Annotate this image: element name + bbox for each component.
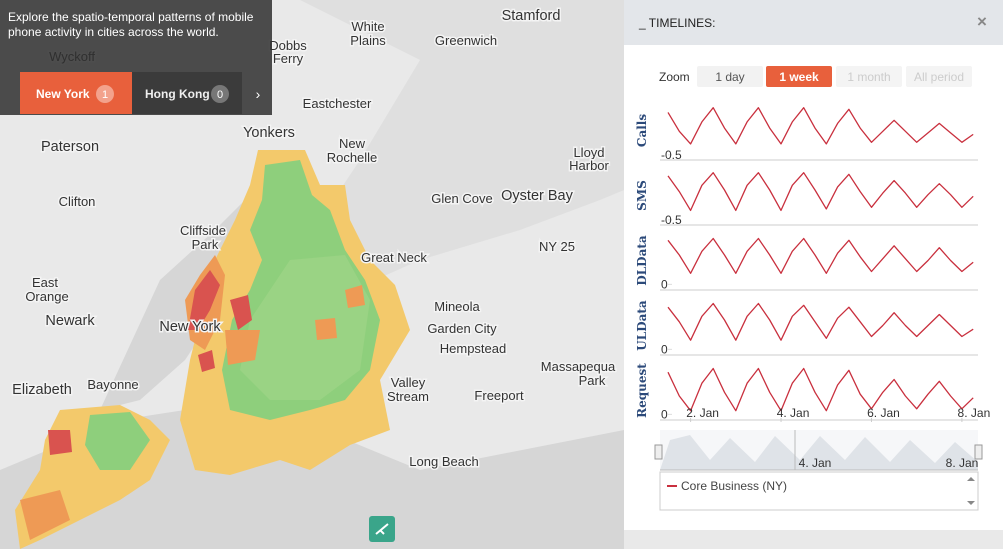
zoom-label[interactable]: 1 week [779,70,819,84]
navigator-tick-label: 8. Jan [946,456,979,470]
zoom-button[interactable] [697,66,763,87]
legend-label[interactable]: Core Business (NY) [681,479,787,493]
place-label: Great Neck [361,250,427,265]
y-tick-label: -0.5 [661,213,682,227]
place-label: Cliffside [180,223,226,238]
heat-zone [85,412,150,470]
place-label: Bayonne [87,377,138,392]
x-tick-label: 4. Jan [777,406,810,420]
place-label: Rochelle [327,150,378,165]
navigator-handle[interactable] [654,444,663,460]
tab-label[interactable]: Hong Kong [145,87,210,101]
place-label: Eastchester [303,96,372,111]
heatmap [15,150,410,549]
place-label: Massapequa [541,359,616,374]
timelines: Calls -0.5 SMS -0.5 DLData 0 ULData 0 Request 0 2.… [635,107,991,422]
place-label: Mineola [434,299,480,314]
panel-ylabel: DLData [635,235,649,286]
heat-zone [48,430,72,455]
panel-ylabel: Calls [635,114,649,147]
panel-ylabel: ULData [635,300,649,351]
place-label: White [351,19,384,34]
panel-title: _ TIMELINES: [638,16,715,30]
navigator-handle[interactable] [974,444,983,460]
place-label: New York [159,319,221,335]
place-label: Yonkers [243,125,295,141]
place-label: Park [192,237,219,252]
y-tick-label: 0 [661,342,668,356]
navigator-tick-label: 4. Jan [799,456,832,470]
place-label: NY 25 [539,239,575,254]
heat-zone [225,330,260,365]
heat-zone [240,255,370,400]
series-line [667,172,974,212]
zoom-label[interactable]: 1 month [847,70,890,84]
panel-ylabel: SMS [635,180,649,211]
x-tick-label: 6. Jan [867,406,900,420]
place-label: Stream [387,389,429,404]
place-label: Harbor [569,158,609,173]
intro-text: Explore the spatio-temporal patterns of … [8,10,254,39]
y-tick-label: -0.5 [661,148,682,162]
tab-count: 0 [217,89,223,101]
place-label: Paterson [41,139,99,155]
series-line [667,367,974,412]
heat-zone [315,318,337,340]
water [300,0,624,300]
series-line [667,237,974,274]
tab-badge [211,85,229,103]
zoom-label[interactable]: All period [914,70,964,84]
y-tick-label: 0 [661,277,668,291]
close-button[interactable]: × [977,12,987,31]
tab-next[interactable]: › [256,86,261,102]
zoom-button[interactable] [836,66,902,87]
place-label: New [339,136,366,151]
place-label: Valley [391,375,426,390]
tab-badge [96,85,114,103]
zoom-label[interactable]: 1 day [715,70,744,84]
panel-header [624,0,1003,45]
x-tick-label: 8. Jan [958,406,991,420]
tab-count: 1 [102,89,108,101]
place-label: Greenwich [435,33,497,48]
place-label: Stamford [502,8,561,24]
place-label: Orange [25,289,68,304]
heat-zone [198,350,215,372]
place-label: Oyster Bay [501,188,573,204]
place-label: Garden City [427,321,497,336]
series-line [667,107,974,145]
place-label: Lloyd [573,145,604,160]
place-label: East [32,275,58,290]
heat-zone [230,295,252,330]
river [100,200,245,410]
place-label: Dobbs [269,38,307,53]
place-label: Long Beach [409,454,478,469]
heat-zone [20,490,70,540]
legend-box [659,471,979,511]
place-label: Clifton [59,194,96,209]
place-label: Glen Cove [431,191,492,206]
place-label: Hempstead [440,341,506,356]
series-line [667,302,974,341]
zoom-label: Zoom [659,70,690,84]
intro-wrap: Explore the spatio-temporal patterns of … [8,10,254,39]
place-label: Park [579,373,606,388]
x-tick-label: 2. Jan [686,406,719,420]
place-label: Elizabeth [12,382,72,398]
zoom-button-active[interactable] [766,66,832,87]
y-tick-label: 0 [661,407,668,421]
panel-ylabel: Request [635,363,649,418]
heat-zone [188,270,220,330]
navigator-series [660,435,978,470]
place-label: Ferry [273,51,304,66]
place-label: Newark [45,313,95,329]
tab-label[interactable]: New York [36,87,90,101]
place-label: Plains [350,33,386,48]
zoom-button[interactable] [906,66,972,87]
map-icon-glyph [375,523,389,535]
heat-zone [345,285,365,308]
place-label: Freeport [474,388,524,403]
